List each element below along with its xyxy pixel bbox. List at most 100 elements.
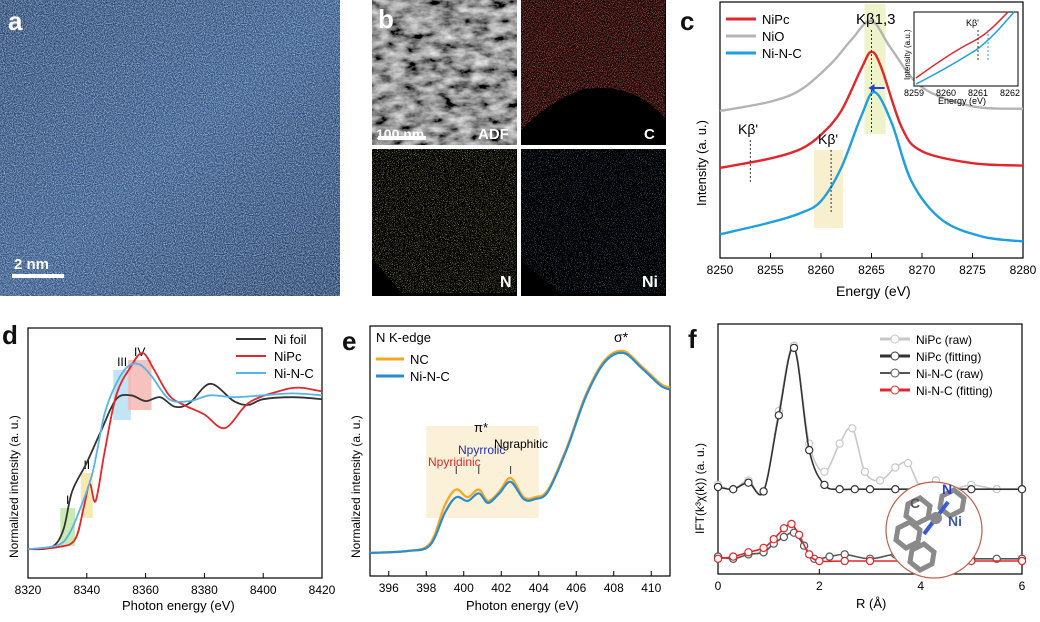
series-point-ni-n-c-raw bbox=[779, 532, 789, 542]
c-map bbox=[521, 0, 666, 145]
legend-marker-nipc-fit bbox=[890, 351, 900, 361]
series-line-ni-n-c bbox=[27, 362, 323, 551]
series-point-nipc-raw bbox=[875, 476, 885, 485]
panel-a-scalebar bbox=[12, 274, 64, 278]
series-point-nipc-fitting bbox=[789, 343, 799, 353]
series-point-ni-n-c-fitting bbox=[804, 550, 814, 559]
inset-tick-1: 8260 bbox=[936, 88, 956, 98]
legend-text-nipc-fit: NiPc (fitting) bbox=[916, 350, 981, 364]
legend-text-nio: NiO bbox=[762, 29, 784, 44]
series-point-ni-n-c-fitting bbox=[779, 524, 789, 533]
ni-atom bbox=[930, 512, 942, 524]
series-line-nio bbox=[719, 19, 1024, 113]
x-tick-label: 8275 bbox=[959, 263, 986, 277]
x-tick-label: 8360 bbox=[132, 583, 159, 597]
label-kbp-nio: Kβ' bbox=[738, 121, 758, 137]
panel-b-scalebar-label: 100 nm bbox=[376, 126, 425, 142]
panel-f-exafs-chart: f 0 2 4 6 NiPc (raw) NiPc (fitting) Ni-N-C … bbox=[684, 318, 1040, 617]
x-tick-label: 8265 bbox=[858, 263, 885, 277]
chart-d-ylabel: Normalized intensity (a. u.) bbox=[7, 415, 21, 558]
chart-e-ylabel: Normalized intensity (a. u.) bbox=[349, 415, 363, 558]
chart-f-frame bbox=[717, 323, 1023, 575]
x-tick-label: 8270 bbox=[909, 263, 936, 277]
legend-text-nipc: NiPc bbox=[274, 349, 302, 364]
x-tick-label: 8420 bbox=[309, 583, 336, 597]
label-kb13: Kβ1,3 bbox=[856, 11, 896, 28]
series-point-nipc-raw bbox=[891, 463, 900, 472]
series-line-nipc bbox=[719, 50, 1024, 170]
legend-text-nifoil: Ni foil bbox=[274, 332, 307, 347]
label-sigma: σ* bbox=[614, 329, 629, 345]
panel-f-label: f bbox=[688, 324, 697, 354]
x-tick-label: 400 bbox=[454, 581, 474, 595]
series-point-nipc-fitting bbox=[729, 484, 738, 494]
chart-e: 396 398 400 402 404 406 408 410 N K-edge NC Ni-… bbox=[349, 325, 671, 613]
series-point-ni-n-c-fitting bbox=[815, 556, 824, 566]
legend-marker-ninc-raw bbox=[890, 368, 900, 378]
region-label-ii: II bbox=[83, 458, 90, 472]
series-point-nipc-fitting bbox=[759, 487, 768, 496]
series-point-ni-n-c-fitting bbox=[1017, 556, 1027, 566]
series-point-nipc-fitting bbox=[804, 445, 814, 455]
label-pi: π* bbox=[474, 420, 488, 435]
inset-tick-0: 8259 bbox=[904, 88, 924, 98]
series-point-nipc-fitting bbox=[850, 484, 859, 494]
panel-d-label: d bbox=[2, 320, 18, 350]
x-tick-label: 8340 bbox=[73, 583, 100, 597]
series-line-nc bbox=[369, 349, 671, 554]
panel-e-nkedge-chart: e 396 398 400 402 404 406 408 410 N K-edge NC N… bbox=[338, 318, 684, 617]
series-point-ni-n-c-fitting bbox=[729, 552, 738, 561]
legend-marker-nipc-raw bbox=[890, 334, 900, 344]
x-tick-label: 398 bbox=[416, 581, 436, 595]
panel-b-eds-maps: b 100 nm ADF C N Ni bbox=[372, 0, 666, 296]
nin4-structure: C N Ni bbox=[885, 481, 983, 579]
label-ngraphitic: Ngraphitic bbox=[494, 437, 548, 451]
x-tick-label: 402 bbox=[491, 581, 511, 595]
panel-c-xes-chart: c 8250 8255 8260 8265 8270 8275 8280 NiPc NiO … bbox=[676, 0, 1040, 310]
panel-a-scalebar-label: 2 nm bbox=[14, 256, 50, 273]
panel-c-label: c bbox=[680, 6, 695, 36]
series-line-ni-n-c bbox=[719, 90, 1024, 243]
chart-d-frame bbox=[27, 327, 323, 579]
chart-c-xlabel: Energy (eV) bbox=[836, 283, 911, 299]
label-npyridinic: Npyridinic bbox=[428, 455, 481, 469]
legend-text-nc: NC bbox=[410, 352, 429, 367]
map-label-ni: Ni bbox=[642, 274, 658, 291]
series-point-ni-n-c-fitting bbox=[744, 548, 753, 557]
inset-line-ninc bbox=[915, 11, 1015, 85]
panel-b-images bbox=[372, 0, 666, 296]
map-label-adf: ADF bbox=[478, 126, 509, 143]
atom-label-c: C bbox=[910, 495, 920, 511]
series-point-nipc-fitting bbox=[744, 478, 753, 487]
x-tick-label: 8280 bbox=[1010, 263, 1037, 277]
series-line-nipc bbox=[27, 352, 323, 551]
x-tick-label: 8250 bbox=[707, 263, 734, 277]
adf-map bbox=[372, 0, 517, 145]
chart-f-ylabel: IFT(k³χ(k)) (a. u.) bbox=[693, 443, 707, 534]
region-label-iii: III bbox=[117, 355, 127, 369]
x-tick-label: 8320 bbox=[15, 583, 42, 597]
panel-b-scalebar bbox=[378, 136, 426, 140]
series-point-nipc-fitting bbox=[713, 482, 723, 492]
region-i bbox=[60, 508, 76, 546]
label-npyrrolic: Npyrrolic bbox=[458, 443, 505, 457]
inset-ylabel: Intensity (a.u.) bbox=[903, 29, 912, 80]
series-point-nipc-fitting bbox=[820, 480, 829, 490]
series-point-nipc-raw bbox=[820, 467, 829, 476]
panel-a-texture bbox=[0, 0, 340, 296]
chart-f-legend: NiPc (raw) NiPc (fitting) Ni-N-C (raw) N… bbox=[880, 333, 993, 398]
inset-tick-3: 8262 bbox=[1000, 88, 1020, 98]
x-tick-label: 4 bbox=[917, 579, 924, 593]
inset-tick-2: 8261 bbox=[968, 88, 988, 98]
chart-d-legend: Ni foil NiPc Ni-N-C bbox=[236, 332, 314, 381]
x-tick-label: 404 bbox=[529, 581, 549, 595]
chart-e-xlabel: Photon energy (eV) bbox=[466, 598, 579, 613]
chart-f-xlabel: R (Å) bbox=[856, 596, 886, 611]
chart-c-inset: Kβ' Intensity (a.u.) Energy (eV) 8259 82… bbox=[903, 11, 1020, 106]
inset-line-nipc bbox=[915, 11, 1009, 79]
series-point-nipc-fitting bbox=[835, 484, 844, 494]
inset-kbp-label: Kβ' bbox=[966, 18, 979, 28]
chart-e-legend: NC Ni-N-C bbox=[376, 352, 450, 384]
inset-xlabel: Energy (eV) bbox=[938, 96, 986, 106]
chart-d-xlabel: Photon energy (eV) bbox=[122, 598, 235, 613]
